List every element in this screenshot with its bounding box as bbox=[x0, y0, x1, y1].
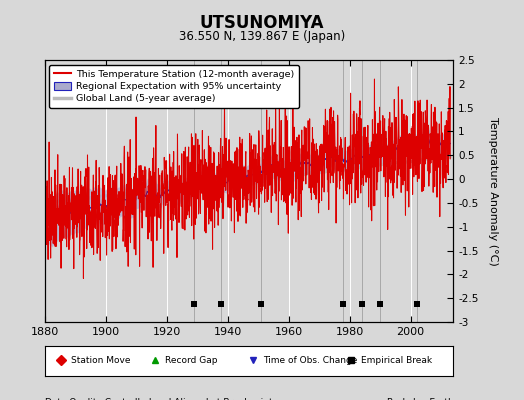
Text: Empirical Break: Empirical Break bbox=[362, 356, 432, 365]
Text: UTSUNOMIYA: UTSUNOMIYA bbox=[200, 14, 324, 32]
Y-axis label: Temperature Anomaly (°C): Temperature Anomaly (°C) bbox=[488, 117, 498, 265]
Text: Record Gap: Record Gap bbox=[165, 356, 217, 365]
Legend: This Temperature Station (12-month average), Regional Expectation with 95% uncer: This Temperature Station (12-month avera… bbox=[49, 65, 299, 108]
Text: Data Quality Controlled and Aligned at Breakpoints: Data Quality Controlled and Aligned at B… bbox=[45, 398, 277, 400]
Text: Berkeley Earth: Berkeley Earth bbox=[387, 398, 453, 400]
Text: 36.550 N, 139.867 E (Japan): 36.550 N, 139.867 E (Japan) bbox=[179, 30, 345, 43]
Text: Station Move: Station Move bbox=[71, 356, 130, 365]
Text: Time of Obs. Change: Time of Obs. Change bbox=[263, 356, 357, 365]
